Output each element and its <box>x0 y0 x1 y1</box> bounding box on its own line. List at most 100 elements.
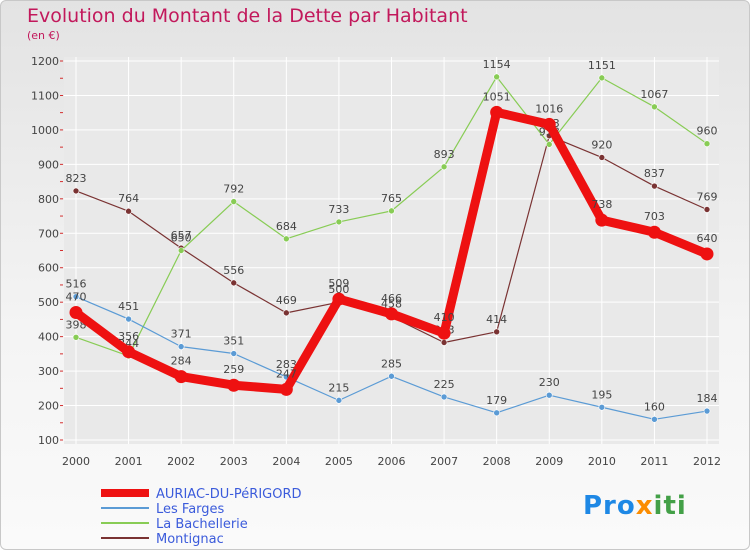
data-point <box>283 309 290 317</box>
data-label: 792 <box>223 183 244 196</box>
data-point <box>72 334 80 341</box>
data-label: 516 <box>66 278 87 291</box>
data-label: 285 <box>381 357 402 370</box>
data-label: 1154 <box>483 58 511 71</box>
data-label: 466 <box>381 292 402 305</box>
data-label: 410 <box>434 311 455 324</box>
data-point <box>437 326 451 340</box>
data-point <box>174 370 188 384</box>
data-point <box>332 292 346 306</box>
data-point <box>651 103 658 111</box>
data-point <box>385 307 398 321</box>
data-point <box>647 225 661 239</box>
y-tick-label: 1100 <box>31 89 59 102</box>
x-tick-label: 2011 <box>640 455 668 468</box>
data-point <box>279 382 293 396</box>
y-tick-label: 100 <box>38 434 59 447</box>
x-tick-label: 2000 <box>62 455 90 468</box>
x-tick-label: 2008 <box>483 455 511 468</box>
data-label: 283 <box>276 358 297 371</box>
data-point <box>230 350 238 357</box>
x-tick-label: 2003 <box>220 455 248 468</box>
data-point <box>125 207 132 215</box>
data-point <box>335 397 343 404</box>
data-label: 1016 <box>535 102 563 115</box>
legend-label: AURIAC-DU-PéRIGORD <box>156 487 302 502</box>
data-label: 414 <box>486 313 507 326</box>
data-point <box>700 247 714 261</box>
data-point <box>703 140 711 147</box>
logo-part-1: Pro <box>583 491 636 521</box>
data-label: 556 <box>223 264 244 277</box>
data-label: 509 <box>328 277 349 290</box>
data-label: 469 <box>276 294 297 307</box>
data-point <box>230 279 238 287</box>
legend-label: La Bachellerie <box>156 517 248 532</box>
data-point <box>72 187 80 195</box>
data-point <box>440 163 448 171</box>
x-tick-label: 2009 <box>535 455 563 468</box>
data-point <box>595 213 609 227</box>
data-label: 960 <box>697 125 718 138</box>
x-tick-label: 2001 <box>115 455 143 468</box>
data-label: 215 <box>328 381 349 394</box>
data-point <box>440 393 448 401</box>
logo-part-3: iti <box>653 491 687 521</box>
data-point <box>122 345 136 359</box>
y-tick-label: 600 <box>38 262 59 275</box>
data-label: 179 <box>486 394 507 407</box>
legend-label: Les Farges <box>156 502 225 517</box>
data-label: 1151 <box>588 59 616 72</box>
data-label: 703 <box>644 210 665 223</box>
data-point <box>598 403 606 411</box>
data-label: 765 <box>381 192 402 205</box>
data-label: 650 <box>171 232 192 245</box>
data-point <box>598 154 606 161</box>
data-label: 764 <box>118 192 139 205</box>
y-tick-label: 900 <box>38 158 59 171</box>
data-label: 195 <box>591 388 612 401</box>
x-tick-label: 2005 <box>325 455 353 468</box>
proxiti-logo: Proxiti <box>583 491 687 521</box>
data-point <box>545 141 553 148</box>
data-point <box>72 293 80 300</box>
data-label: 920 <box>591 138 612 151</box>
data-label: 284 <box>171 355 192 368</box>
data-point <box>227 378 241 392</box>
data-label: 371 <box>171 328 192 341</box>
data-point <box>542 117 556 131</box>
data-label: 259 <box>223 363 244 376</box>
data-label: 684 <box>276 220 297 233</box>
data-label: 230 <box>539 376 560 389</box>
data-label: 500 <box>328 283 349 296</box>
data-label: 470 <box>66 291 87 304</box>
data-point <box>388 372 395 380</box>
data-point <box>335 218 343 226</box>
data-label: 837 <box>644 167 665 180</box>
data-label: 893 <box>434 148 455 161</box>
data-point <box>69 306 83 320</box>
data-label: 184 <box>697 392 718 405</box>
chart-subtitle: (en €) <box>27 29 60 42</box>
x-tick-label: 2004 <box>272 455 300 468</box>
data-label: 225 <box>434 378 455 391</box>
data-point <box>493 73 500 81</box>
data-point <box>177 343 185 350</box>
x-tick-label: 2010 <box>588 455 616 468</box>
data-label: 351 <box>223 335 244 348</box>
y-tick-label: 300 <box>38 365 59 378</box>
data-point <box>230 198 238 205</box>
chart-title: Evolution du Montant de la Dette par Hab… <box>27 5 468 27</box>
data-point <box>177 247 185 254</box>
y-tick-label: 800 <box>38 193 59 206</box>
data-label: 1067 <box>640 88 668 101</box>
data-point <box>651 416 658 423</box>
data-point <box>125 315 132 323</box>
data-point <box>493 328 500 336</box>
data-point <box>598 74 606 82</box>
y-tick-label: 400 <box>38 331 59 344</box>
data-label: 657 <box>171 229 192 242</box>
y-tick-label: 1200 <box>31 55 59 68</box>
x-tick-label: 2012 <box>693 455 721 468</box>
